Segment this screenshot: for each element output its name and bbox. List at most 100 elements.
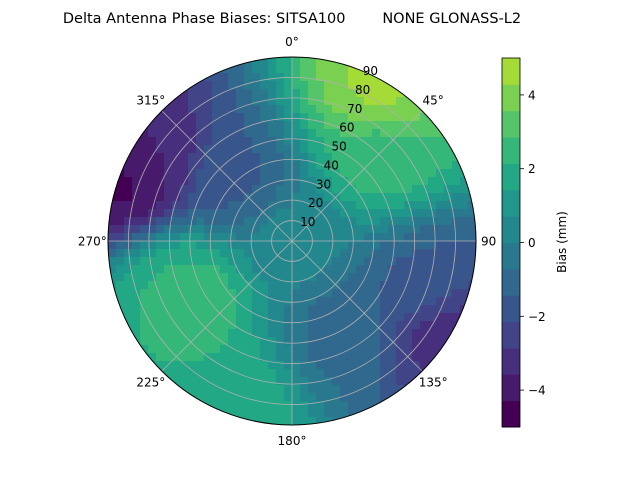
- bias-field-cell: [308, 137, 317, 146]
- bias-field-cell: [364, 233, 373, 242]
- bias-field-cell: [332, 265, 341, 274]
- bias-field-cell: [212, 273, 221, 282]
- bias-field-cell: [436, 137, 445, 146]
- bias-field-cell: [108, 241, 117, 250]
- bias-field-cell: [316, 393, 325, 402]
- bias-field-cell: [420, 177, 429, 186]
- bias-field-cell: [268, 361, 277, 370]
- bias-field-cell: [196, 377, 205, 386]
- bias-field-cell: [388, 241, 397, 250]
- bias-field-cell: [324, 385, 333, 394]
- bias-field-cell: [164, 129, 173, 138]
- bias-field-cell: [204, 201, 213, 210]
- bias-field-cell: [292, 121, 301, 130]
- bias-field-cell: [212, 377, 221, 386]
- bias-field-cell: [284, 161, 293, 170]
- bias-field-cell: [204, 393, 213, 402]
- bias-field-cell: [292, 305, 301, 314]
- bias-field-cell: [428, 361, 437, 370]
- bias-field-cell: [372, 145, 381, 154]
- bias-field-cell: [380, 361, 389, 370]
- bias-field-cell: [372, 185, 381, 194]
- bias-field-cell: [372, 169, 381, 178]
- bias-field-cell: [372, 361, 381, 370]
- bias-field-cell: [308, 145, 317, 154]
- bias-field-cell: [364, 401, 373, 410]
- bias-field-cell: [308, 329, 317, 338]
- bias-field-cell: [148, 313, 157, 322]
- bias-field-cell: [180, 377, 189, 386]
- bias-field-cell: [364, 257, 373, 266]
- bias-field-cell: [276, 257, 285, 266]
- bias-field-cell: [268, 273, 277, 282]
- bias-field-cell: [348, 161, 357, 170]
- bias-field-cell: [388, 377, 397, 386]
- bias-field-cell: [156, 145, 165, 154]
- bias-field-cell: [308, 297, 317, 306]
- bias-field-cell: [428, 113, 437, 122]
- bias-field-cell: [260, 145, 269, 154]
- bias-field-cell: [148, 137, 157, 146]
- bias-field-cell: [444, 145, 453, 154]
- bias-field-cell: [116, 257, 125, 266]
- bias-field-cell: [292, 233, 301, 242]
- bias-field-cell: [180, 145, 189, 154]
- bias-field-cell: [292, 193, 301, 202]
- bias-field-cell: [340, 225, 349, 234]
- bias-field-cell: [452, 289, 461, 298]
- bias-field-cell: [396, 113, 405, 122]
- bias-field-cell: [364, 81, 373, 90]
- bias-field-cell: [236, 73, 245, 82]
- bias-field-cell: [228, 249, 237, 258]
- bias-field-cell: [404, 257, 413, 266]
- bias-field-cell: [260, 169, 269, 178]
- bias-field-cell: [372, 257, 381, 266]
- bias-field-cell: [140, 121, 149, 130]
- bias-field-cell: [412, 185, 421, 194]
- bias-field-cell: [412, 281, 421, 290]
- bias-field-cell: [172, 217, 181, 226]
- bias-field-cell: [220, 137, 229, 146]
- bias-field-cell: [300, 401, 309, 410]
- bias-field-cell: [188, 105, 197, 114]
- bias-field-cell: [244, 129, 253, 138]
- bias-field-cell: [220, 369, 229, 378]
- bias-field-cell: [460, 289, 469, 298]
- bias-field-cell: [244, 305, 253, 314]
- bias-field-cell: [428, 177, 437, 186]
- bias-field-cell: [220, 129, 229, 138]
- bias-field-cell: [196, 329, 205, 338]
- bias-field-cell: [412, 193, 421, 202]
- bias-field-cell: [252, 113, 261, 122]
- bias-field-cell: [396, 265, 405, 274]
- bias-field-cell: [396, 225, 405, 234]
- bias-field-cell: [372, 233, 381, 242]
- bias-field-cell: [196, 201, 205, 210]
- bias-field-cell: [420, 249, 429, 258]
- bias-field-cell: [284, 417, 293, 425]
- bias-field-cell: [148, 169, 157, 178]
- bias-field-cell: [300, 417, 309, 425]
- bias-field-cell: [260, 97, 269, 106]
- bias-field-cell: [356, 209, 365, 218]
- bias-field-cell: [132, 345, 141, 354]
- bias-field-cell: [196, 321, 205, 330]
- bias-field-cell: [420, 193, 429, 202]
- bias-field-cell: [380, 305, 389, 314]
- bias-field-cell: [116, 289, 125, 298]
- bias-field-cell: [268, 329, 277, 338]
- bias-field-cell: [252, 417, 261, 425]
- bias-field-cell: [396, 105, 405, 114]
- bias-field-cell: [348, 273, 357, 282]
- bias-field-cell: [444, 241, 453, 250]
- bias-field-cell: [404, 225, 413, 234]
- bias-field-cell: [300, 161, 309, 170]
- bias-field-cell: [204, 385, 213, 394]
- bias-field-cell: [404, 313, 413, 322]
- bias-field-cell: [244, 297, 253, 306]
- bias-field-cell: [404, 369, 413, 378]
- bias-field-cell: [324, 233, 333, 242]
- bias-field-cell: [172, 313, 181, 322]
- bias-field-cell: [276, 209, 285, 218]
- bias-field-cell: [364, 345, 373, 354]
